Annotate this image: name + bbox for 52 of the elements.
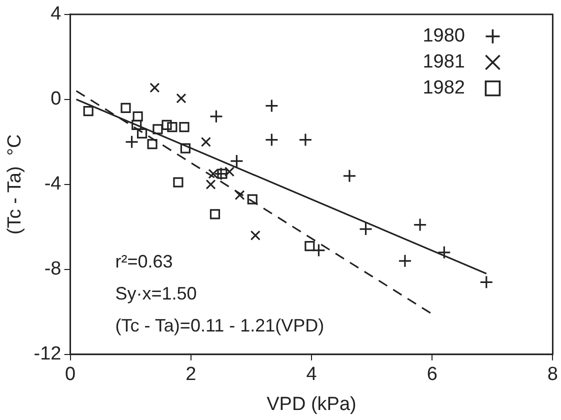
annotation: Sy·x=1.50 [115, 283, 197, 304]
point [342, 169, 356, 183]
point [247, 194, 258, 204]
x-tick-label: 4 [306, 364, 318, 386]
point [124, 135, 139, 149]
point [132, 111, 143, 122]
point [162, 120, 172, 130]
point [200, 136, 211, 147]
y-tick-label: -4 [44, 174, 62, 195]
point [180, 143, 190, 154]
y-tick-label: -12 [34, 344, 62, 365]
point [150, 82, 160, 93]
point [480, 275, 494, 289]
y-tick-label: 4 [50, 4, 62, 25]
point [398, 254, 412, 268]
point [304, 240, 315, 252]
y-tick-label: -8 [44, 258, 62, 280]
point [120, 102, 131, 113]
point [230, 154, 244, 168]
x-tick-label: 0 [64, 364, 76, 386]
point [210, 209, 220, 220]
legend-label: 1980 [422, 26, 465, 47]
point [167, 122, 178, 132]
point [437, 246, 451, 260]
legend-label: 1982 [422, 78, 465, 99]
x-tick-label: 2 [186, 364, 196, 386]
point [147, 138, 158, 150]
x-axis-title: VPD (kPa) [266, 394, 356, 415]
point [136, 128, 148, 138]
x-tick-label: 6 [426, 364, 438, 386]
x-tick-label: 8 [547, 364, 558, 386]
point [176, 93, 186, 104]
point [264, 98, 278, 113]
point [83, 106, 94, 116]
point [250, 230, 260, 240]
annotation: (Tc - Ta)=0.11 - 1.21(VPD) [115, 315, 324, 336]
point [224, 166, 235, 177]
point [312, 243, 326, 258]
point [264, 132, 278, 147]
point [179, 122, 190, 132]
legend-label: 1981 [422, 52, 465, 73]
point [173, 177, 184, 188]
point [413, 218, 427, 232]
point [217, 168, 228, 179]
annotation: r²=0.63 [115, 251, 173, 272]
point [152, 124, 163, 134]
point [209, 110, 224, 124]
point [358, 222, 373, 236]
point [214, 166, 228, 181]
y-axis-title: (Tc - Ta) °C [4, 134, 26, 234]
point [298, 132, 312, 147]
y-tick-label: 0 [50, 88, 62, 110]
